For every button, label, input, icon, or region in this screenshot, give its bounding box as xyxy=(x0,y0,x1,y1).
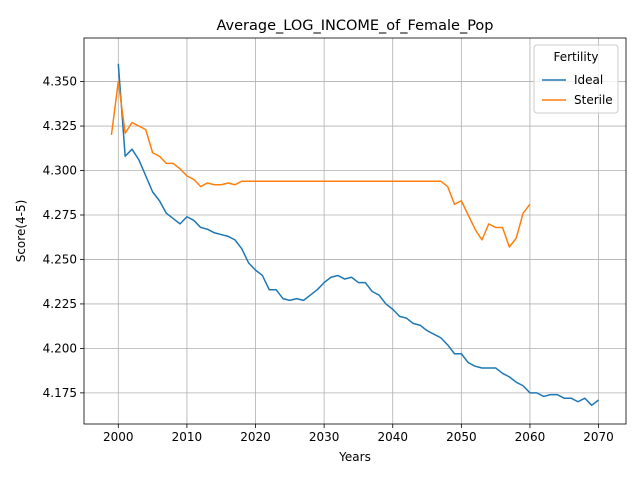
series-line-sterile xyxy=(110,80,531,248)
x-tick-label: 2030 xyxy=(309,430,340,444)
y-tick-label: 4.250 xyxy=(43,252,77,266)
x-tick-label: 2040 xyxy=(377,430,408,444)
y-axis-label: Score(4-5) xyxy=(14,200,28,263)
axis-ticks: 2000 2010 2020 2030 2040 2050 2060 2070 4.175 4.2… xyxy=(43,75,614,444)
legend-label-ideal: Ideal xyxy=(574,73,603,87)
y-tick-label: 4.275 xyxy=(43,208,77,222)
legend-box xyxy=(533,44,619,114)
plot-frame xyxy=(83,37,627,425)
y-tick-label: 4.225 xyxy=(43,297,77,311)
y-tick-label: 4.300 xyxy=(43,164,77,178)
y-tick-label: 4.325 xyxy=(43,119,77,133)
chart-title: Average_LOG_INCOME_of_Female_Pop xyxy=(216,18,493,34)
x-tick-label: 2060 xyxy=(515,430,546,444)
x-tick-label: 2070 xyxy=(583,430,614,444)
legend-label-sterile: Sterile xyxy=(574,93,613,107)
series-line-ideal xyxy=(117,63,600,407)
y-tick-label: 4.350 xyxy=(43,75,77,89)
legend-title: Fertility xyxy=(553,50,598,64)
y-tick-label: 4.200 xyxy=(43,341,77,355)
x-tick-label: 2020 xyxy=(240,430,271,444)
x-tick-label: 2050 xyxy=(446,430,477,444)
series-lines xyxy=(110,63,600,407)
x-axis-label: Years xyxy=(338,450,371,464)
x-tick-label: 2010 xyxy=(172,430,203,444)
legend: Fertility Ideal Sterile xyxy=(533,44,619,114)
y-tick-label: 4.175 xyxy=(43,386,77,400)
x-tick-label: 2000 xyxy=(103,430,134,444)
